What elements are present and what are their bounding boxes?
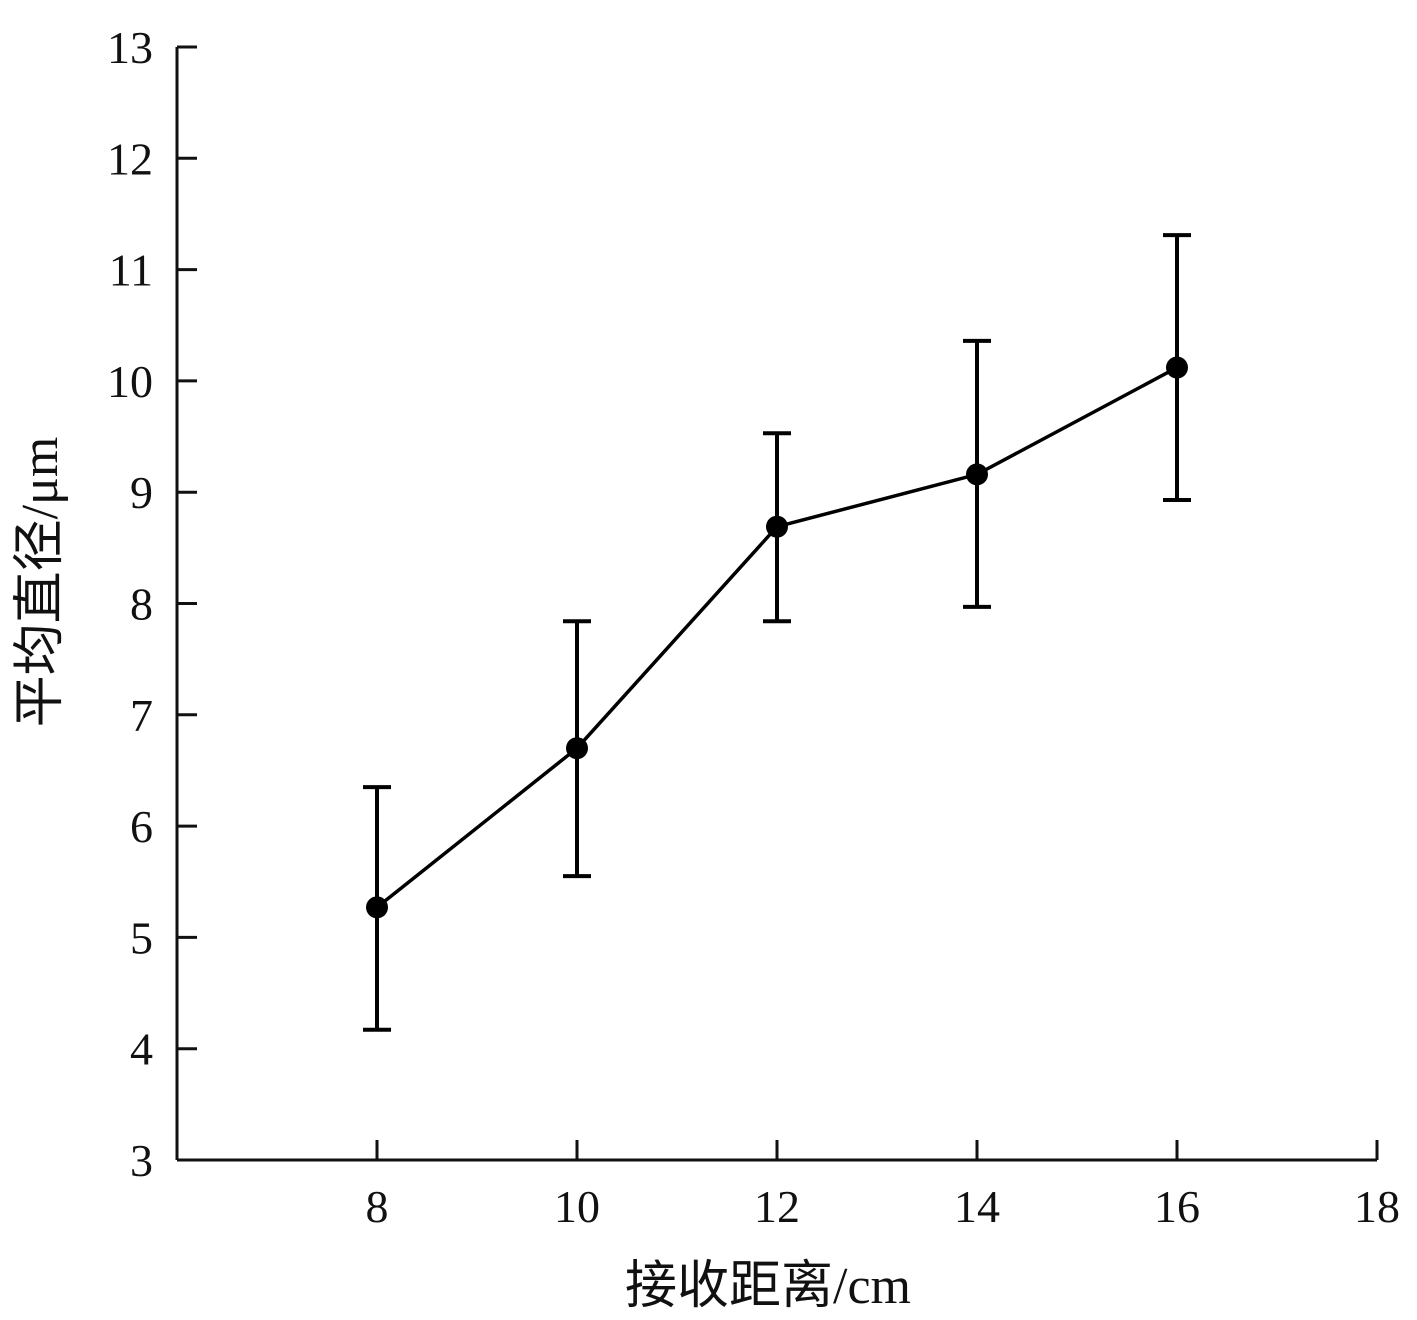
y-tick-label: 6	[130, 801, 153, 852]
data-point	[566, 737, 588, 760]
x-tick-label: 12	[754, 1181, 800, 1232]
data-point	[366, 896, 388, 919]
y-tick-label: 11	[109, 245, 153, 296]
x-tick-label: 8	[366, 1181, 389, 1232]
error-bars	[363, 233, 1191, 1032]
y-tick-label: 12	[107, 133, 153, 184]
data-point	[766, 515, 788, 538]
x-tick-label: 18	[1354, 1181, 1400, 1232]
data-point	[966, 463, 988, 486]
x-tick-label: 16	[1154, 1181, 1200, 1232]
ticks: 3 4 5 6 7 8 9 10 11 12 13 8 10 12 14 16 18	[107, 22, 1400, 1232]
y-tick-label: 9	[130, 467, 153, 518]
y-tick-label: 8	[130, 579, 153, 630]
data-point	[1166, 356, 1188, 379]
x-axis-title: 接收距离/cm	[625, 1258, 911, 1315]
y-tick-label: 10	[107, 356, 153, 407]
data-points	[366, 356, 1188, 919]
y-tick-label: 4	[130, 1024, 153, 1075]
y-tick-label: 13	[107, 22, 153, 73]
y-axis-title: 平均直径/μm	[12, 437, 69, 728]
x-tick-label: 10	[554, 1181, 600, 1232]
x-tick-label: 14	[954, 1181, 1000, 1232]
y-tick-label: 3	[130, 1135, 153, 1186]
y-tick-label: 7	[130, 690, 153, 741]
y-tick-label: 5	[130, 912, 153, 963]
